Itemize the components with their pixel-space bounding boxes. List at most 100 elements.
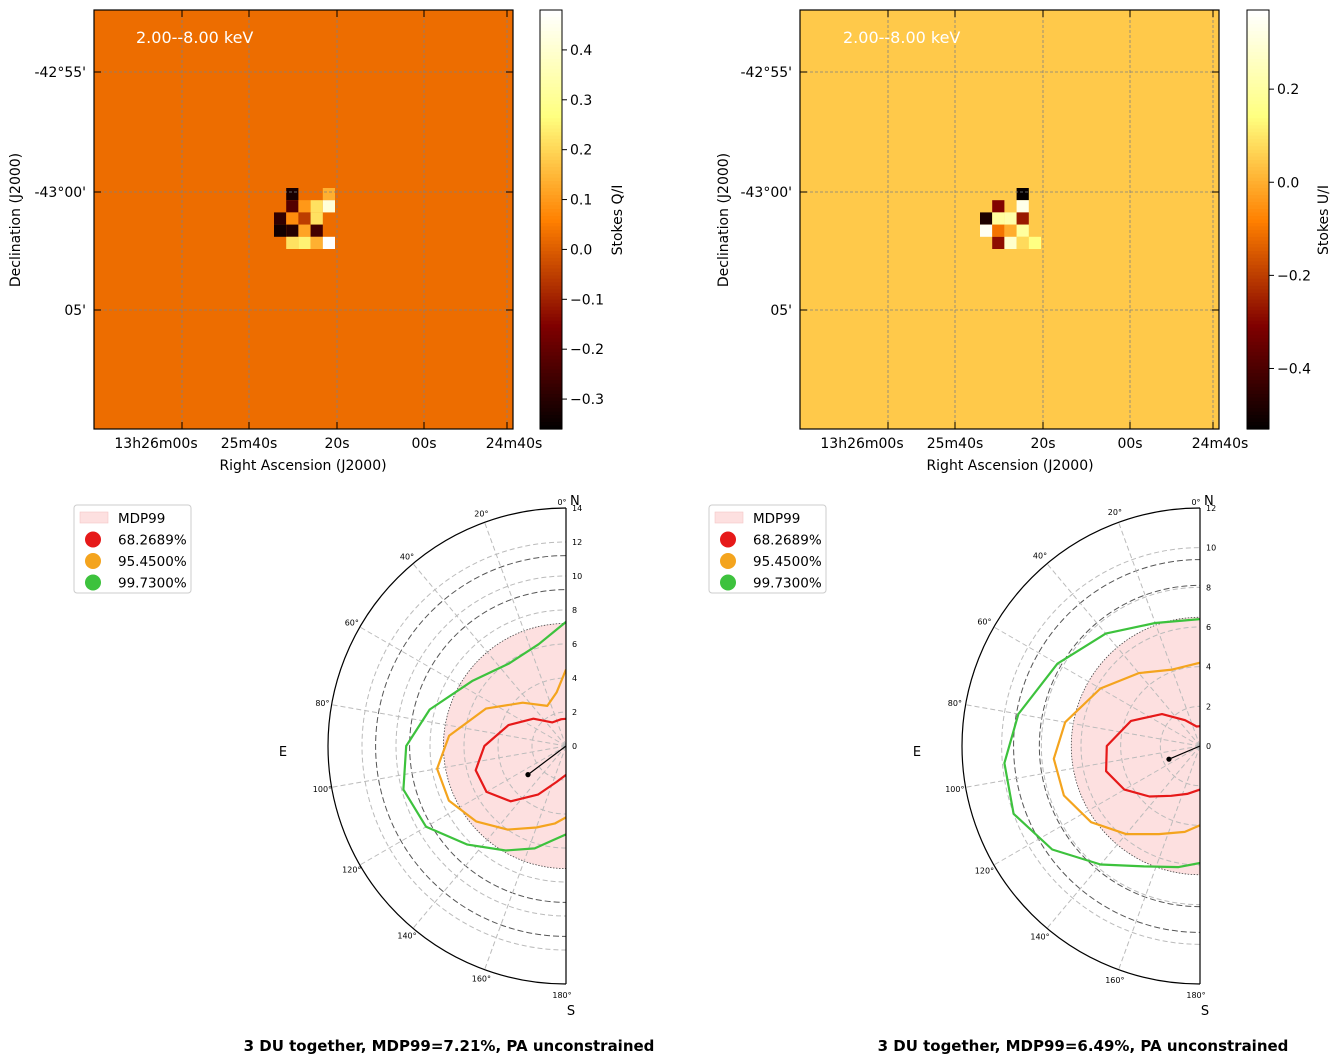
colorbar-gradient-step	[1247, 401, 1269, 406]
compass-south-label: S	[1201, 1004, 1209, 1019]
colorbar-gradient-step	[540, 345, 562, 350]
colorbar-gradient-step	[1247, 383, 1269, 388]
colorbar-gradient-step	[1247, 212, 1269, 217]
stokes-u-map-panel: 13h26m00s 25m40s 20s 00s 24m40s -42°55' -43°00…	[716, 9, 1332, 474]
colorbar-gradient-step	[1247, 128, 1269, 133]
stokes-u-colorbar: 0.2 0.0 −0.2 −0.4	[1246, 9, 1311, 430]
legend-confidence-swatch	[720, 553, 736, 569]
colorbar-gradient-step	[1247, 222, 1269, 228]
colorbar-tick-label: 0.3	[570, 93, 592, 109]
colorbar-gradient-step	[540, 236, 562, 242]
colorbar-gradient-step	[1247, 317, 1269, 322]
polar-r-tick-label: 2	[572, 708, 577, 717]
confidence-contour	[402, 621, 566, 852]
colorbar-gradient-step	[540, 125, 562, 130]
colorbar-gradient-step	[540, 90, 562, 95]
colorbar-gradient-step	[1247, 111, 1269, 116]
stokes-u-colorbar-label: Stokes U/I	[1316, 185, 1332, 255]
colorbar-gradient-step	[540, 247, 562, 252]
colorbar-gradient-step	[1247, 387, 1269, 392]
colorbar-gradient-step	[540, 118, 562, 123]
colorbar-gradient-step	[1247, 243, 1269, 249]
map-pixel	[310, 224, 323, 237]
colorbar-gradient-step	[1247, 219, 1269, 224]
colorbar-gradient-step	[540, 139, 562, 144]
polar-r-tick-label: 8	[572, 606, 577, 615]
colorbar-gradient-step	[540, 373, 562, 378]
colorbar-gradient-step	[540, 16, 562, 22]
colorbar-gradient-step	[1247, 289, 1269, 294]
colorbar-gradient-step	[1247, 394, 1269, 399]
colorbar-gradient-step	[1247, 369, 1269, 374]
colorbar-gradient-step	[540, 146, 562, 151]
colorbar-gradient-step	[1247, 355, 1269, 360]
colorbar-gradient-step	[540, 153, 562, 158]
colorbar-gradient-step	[540, 30, 562, 36]
colorbar-gradient-step	[1247, 376, 1269, 381]
colorbar-gradient-step	[1247, 254, 1269, 259]
polar-theta-tick-label: 180°	[1186, 991, 1205, 1000]
colorbar-gradient-step	[540, 76, 562, 81]
colorbar-gradient-step	[540, 83, 562, 88]
polar-r-tick-label: 4	[1206, 663, 1211, 672]
polar-r-tick-label: 12	[572, 538, 582, 547]
colorbar-gradient-step	[1247, 177, 1269, 182]
measured-point	[1166, 756, 1172, 762]
map-pixel	[1004, 224, 1017, 237]
colorbar-gradient-step	[1247, 390, 1269, 395]
colorbar-gradient-step	[1247, 163, 1269, 168]
colorbar-tick-label: −0.4	[1277, 361, 1311, 377]
colorbar-gradient-step	[540, 167, 562, 172]
polar-r-tick-label: 10	[572, 572, 582, 581]
polar-radial-gridline	[531, 711, 566, 781]
colorbar-gradient-step	[540, 205, 562, 210]
colorbar-gradient-step	[1247, 93, 1269, 98]
colorbar-gradient-step	[540, 348, 562, 353]
polar-theta-tick-label: 0°	[557, 498, 566, 507]
polar-theta-tick-label: 140°	[1030, 933, 1049, 942]
colorbar-gradient-step	[1247, 34, 1269, 39]
legend-confidence-swatch	[720, 531, 736, 548]
map-pixel	[310, 212, 323, 225]
colorbar-gradient-step	[1247, 55, 1269, 60]
polar-theta-tick-label: 100°	[313, 785, 332, 794]
polar-caption-left: 3 DU together, MDP99=7.21%, PA unconstra…	[244, 1037, 655, 1055]
colorbar-gradient-step	[540, 352, 562, 357]
colorbar-gradient-step	[540, 278, 562, 283]
stokes-u-xlabel: Right Ascension (J2000)	[926, 458, 1093, 474]
polar-theta-tick-label: 180°	[552, 991, 571, 1000]
colorbar-gradient-step	[1247, 334, 1269, 339]
stokes-q-energy-label: 2.00--8.00 keV	[136, 28, 253, 47]
map-pixel	[274, 212, 287, 225]
colorbar-gradient-step	[1247, 72, 1269, 77]
colorbar-tick-label: 0.2	[570, 143, 592, 159]
colorbar-gradient-step	[1247, 125, 1269, 130]
colorbar-gradient-step	[540, 20, 562, 25]
dec-tick-label: 05'	[770, 303, 792, 319]
colorbar-gradient-step	[1247, 170, 1269, 175]
colorbar-gradient-step	[540, 355, 562, 360]
polar-r-tick-label: 0	[572, 742, 577, 751]
colorbar-gradient-step	[540, 425, 562, 430]
colorbar-gradient-step	[1247, 229, 1269, 235]
legend-entry-label: MDP99	[118, 511, 165, 527]
polar-theta-tick-label: 140°	[397, 931, 416, 940]
colorbar-gradient-step	[540, 296, 562, 301]
colorbar-gradient-step	[540, 341, 562, 346]
confidence-contour	[1003, 618, 1200, 869]
colorbar-gradient-step	[540, 310, 562, 315]
colorbar-gradient-step	[1247, 271, 1269, 276]
colorbar-gradient-step	[540, 359, 562, 364]
colorbar-gradient-step	[1247, 341, 1269, 346]
colorbar-gradient-step	[540, 229, 562, 235]
colorbar-gradient-step	[1247, 139, 1269, 144]
colorbar-gradient-step	[1247, 100, 1269, 105]
legend-entry-label: 68.2689%	[118, 533, 187, 549]
legend-frame	[73, 504, 192, 594]
colorbar-gradient-step	[540, 282, 562, 287]
colorbar-gradient-step	[540, 383, 562, 388]
dec-tick-label: -42°55'	[740, 65, 792, 81]
colorbar-gradient-step	[1247, 149, 1269, 154]
colorbar-gradient-step	[540, 401, 562, 406]
colorbar-gradient-step	[540, 44, 562, 50]
